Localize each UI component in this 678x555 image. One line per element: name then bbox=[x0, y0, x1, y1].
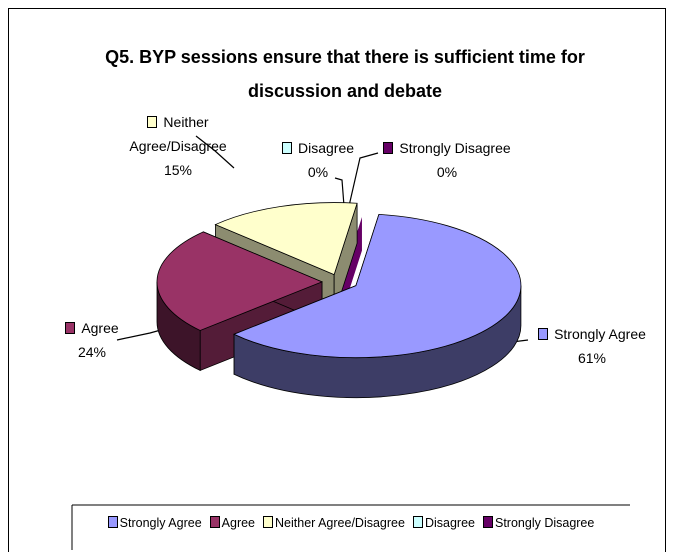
legend-label: Agree bbox=[221, 516, 256, 530]
legend-label: Strongly Disagree bbox=[494, 516, 595, 530]
label-marker bbox=[383, 142, 394, 154]
legend-item: Neither Agree/Disagree bbox=[263, 516, 405, 530]
slice bbox=[156, 231, 324, 331]
leader-line bbox=[334, 177, 345, 207]
label-marker bbox=[65, 322, 76, 334]
legend-swatch bbox=[482, 516, 493, 528]
legend: Strongly Agree Agree Neither Agree/Disagre… bbox=[76, 516, 626, 530]
label-value: 15% bbox=[163, 162, 193, 178]
legend-item: Agree bbox=[209, 516, 256, 530]
label-category: Disagree bbox=[297, 140, 355, 156]
label-category: Strongly Agree bbox=[554, 326, 646, 342]
legend-label: Neither Agree/Disagree bbox=[275, 516, 405, 530]
label-value: 0% bbox=[436, 164, 458, 180]
label-value: 24% bbox=[77, 344, 107, 360]
label-value: 61% bbox=[577, 350, 607, 366]
legend-label: Disagree bbox=[424, 516, 475, 530]
legend-swatch bbox=[107, 516, 118, 528]
legend-swatch bbox=[209, 516, 220, 528]
legend-label: Strongly Agree bbox=[119, 516, 202, 530]
data-label: Strongly Agree 61% bbox=[528, 322, 656, 370]
pie bbox=[156, 202, 522, 399]
label-category: Strongly Disagree bbox=[399, 140, 511, 156]
slice bbox=[233, 213, 522, 359]
data-label: Neither Agree/Disagree 15% bbox=[108, 110, 248, 182]
label-marker bbox=[147, 116, 158, 128]
data-label: Disagree 0% bbox=[268, 136, 368, 184]
legend-item: Strongly Agree bbox=[107, 516, 202, 530]
legend-swatch bbox=[263, 516, 274, 528]
leader-line bbox=[195, 135, 235, 169]
legend-swatch bbox=[412, 516, 423, 528]
label-category: Neither Agree/Disagree bbox=[129, 114, 227, 154]
slice bbox=[214, 202, 358, 276]
chart-frame bbox=[8, 8, 666, 552]
legend-item: Strongly Disagree bbox=[482, 516, 595, 530]
label-marker bbox=[281, 142, 292, 154]
data-label: Agree 24% bbox=[52, 316, 132, 364]
leader-line bbox=[348, 152, 379, 207]
label-category: Agree bbox=[81, 320, 119, 336]
data-label: Strongly Disagree 0% bbox=[372, 136, 522, 184]
label-marker bbox=[538, 328, 549, 340]
legend-item: Disagree bbox=[412, 516, 475, 530]
chart-title: Q5. BYP sessions ensure that there is su… bbox=[105, 47, 585, 101]
label-value: 0% bbox=[307, 164, 329, 180]
